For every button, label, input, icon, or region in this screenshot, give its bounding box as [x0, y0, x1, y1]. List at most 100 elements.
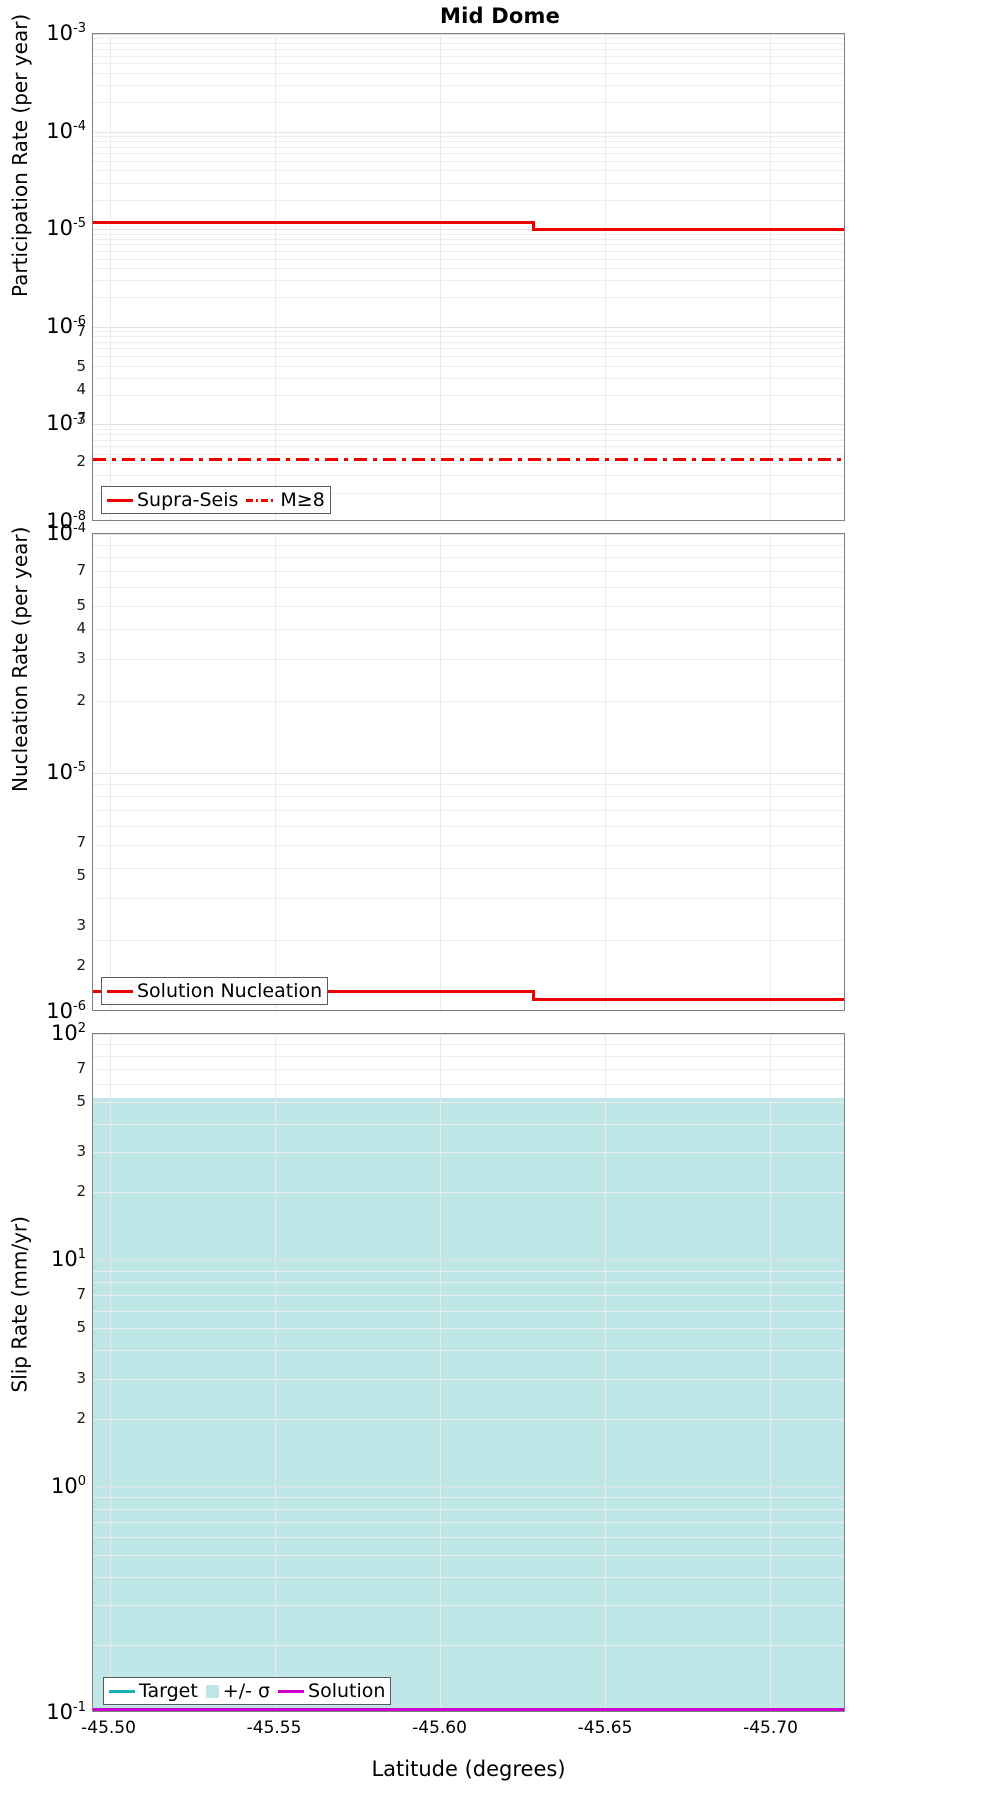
gridline-horizontal	[93, 433, 844, 435]
y-tick-label: 102	[50, 1021, 86, 1045]
legend-key-line-icon	[278, 1689, 305, 1693]
gridline-horizontal	[93, 102, 844, 104]
panel-nucleation-rate: Solution Nucleation	[92, 533, 845, 1011]
x-tick-label: -45.55	[246, 1718, 302, 1738]
gridline-vertical	[109, 34, 111, 520]
y-tick-label: 101	[50, 1247, 86, 1272]
y-tick-label: 3	[76, 409, 86, 428]
gridline-horizontal	[93, 897, 844, 899]
gridline-horizontal	[93, 258, 844, 260]
gridline-horizontal	[93, 38, 844, 40]
gridline-horizontal	[93, 238, 844, 240]
x-tick-label: -45.70	[743, 1718, 798, 1738]
y-tick-label: 7	[76, 1285, 86, 1304]
gridline-horizontal	[93, 475, 844, 477]
legend-entry[interactable]: Solution Nucleation	[107, 980, 322, 1002]
gridline-horizontal	[93, 1084, 844, 1086]
gridline-horizontal	[93, 331, 844, 333]
gridline-horizontal	[93, 377, 844, 379]
y-tick-label: 10-7	[46, 411, 86, 436]
gridline-horizontal	[93, 453, 844, 455]
panel1-y-tick-labels: 10-3 10-4 10-5 10-6 10-7 10-8	[0, 21, 86, 533]
gridline-horizontal	[93, 783, 844, 785]
gridline-horizontal	[93, 439, 844, 441]
solution-nucleation-step	[532, 990, 536, 998]
gridline-horizontal	[93, 428, 844, 430]
gridline-horizontal	[93, 810, 844, 812]
y-tick-label: 10-6	[46, 999, 86, 1023]
legend-entry[interactable]: Solution	[278, 1680, 385, 1702]
gridline-horizontal	[93, 395, 844, 397]
y-tick-label: 7	[76, 1059, 86, 1078]
x-tick-label: -45.50	[81, 1718, 136, 1738]
gridline-horizontal	[93, 160, 844, 162]
y-tick-label: 10-8	[46, 509, 86, 533]
supra-seis-segment-2	[532, 228, 844, 231]
gridline-horizontal	[93, 796, 844, 798]
gridline-horizontal	[93, 136, 844, 138]
y-tick-label: 10-4	[46, 521, 86, 545]
gridline-horizontal	[93, 153, 844, 155]
gridline-vertical	[109, 534, 111, 1010]
gridline-vertical	[604, 534, 606, 1010]
y-tick-label: 5	[76, 1092, 86, 1111]
y-tick-label: 10-3	[46, 21, 86, 45]
gridline-horizontal	[93, 1069, 844, 1071]
gridline-horizontal	[93, 446, 844, 448]
gridline-horizontal	[93, 940, 844, 942]
gridline-horizontal	[93, 280, 844, 282]
legend-entry[interactable]: M≥8	[246, 489, 325, 511]
legend-key-line-icon	[107, 989, 133, 993]
legend-entry[interactable]: Target	[109, 1680, 206, 1702]
gridline-horizontal	[93, 365, 844, 367]
legend-entry[interactable]: +/- σ	[205, 1680, 278, 1702]
gridline-horizontal	[93, 43, 844, 45]
legend-key-dashdot-icon	[246, 498, 277, 502]
gridline-horizontal	[93, 250, 844, 252]
panel2-gridlines	[93, 534, 844, 1010]
gridline-horizontal	[93, 141, 844, 143]
panel1-legend[interactable]: Supra-Seis M≥8	[101, 486, 331, 514]
solution-slip-rate-line	[93, 1708, 844, 1711]
gridline-vertical	[439, 34, 441, 520]
y-tick-label: 10-1	[46, 1700, 86, 1724]
gridline-horizontal	[93, 131, 844, 133]
gridline-horizontal	[93, 424, 844, 426]
y-tick-label: 10-5	[46, 216, 86, 241]
gridline-horizontal	[93, 1034, 844, 1035]
gridline-horizontal	[93, 72, 844, 74]
y-tick-label: 2	[76, 452, 86, 471]
y-tick-label: 2	[76, 1408, 86, 1427]
gridline-horizontal	[93, 844, 844, 846]
gridline-horizontal	[93, 233, 844, 235]
legend-label: Solution Nucleation	[137, 980, 323, 1002]
y-tick-label: 3	[76, 916, 86, 935]
supra-seis-segment-1	[93, 221, 533, 224]
gridline-horizontal	[93, 55, 844, 57]
sigma-band	[93, 1098, 844, 1711]
y-tick-label: 3	[76, 1368, 86, 1387]
gridline-horizontal	[93, 348, 844, 350]
y-tick-label: 100	[50, 1473, 86, 1498]
legend-label: Target	[139, 1680, 198, 1702]
gridline-horizontal	[93, 146, 844, 148]
gridline-horizontal	[93, 826, 844, 828]
legend-key-line-icon	[107, 498, 133, 502]
panel2-legend[interactable]: Solution Nucleation	[101, 977, 329, 1005]
y-tick-label: 7	[76, 561, 86, 580]
gridline-horizontal	[93, 49, 844, 51]
y-tick-label: 5	[76, 595, 86, 614]
y-tick-label: 5	[76, 865, 86, 884]
legend-entry[interactable]: Supra-Seis	[107, 489, 246, 511]
x-axis-label: Latitude (degrees)	[371, 1757, 566, 1781]
y-tick-label: 4	[76, 380, 86, 399]
gridline-vertical	[769, 34, 771, 520]
gridline-horizontal	[93, 244, 844, 246]
y-tick-label: 10-5	[46, 760, 86, 784]
panel3-legend[interactable]: Target +/- σ Solution	[103, 1677, 392, 1705]
x-tick-label: -45.60	[412, 1718, 467, 1738]
y-tick-label: 5	[76, 1318, 86, 1337]
y-tick-label: 7	[76, 832, 86, 851]
legend-label: M≥8	[280, 489, 325, 511]
gridline-vertical	[769, 534, 771, 1010]
